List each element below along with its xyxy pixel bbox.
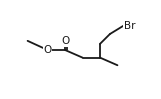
Text: O: O bbox=[43, 45, 52, 55]
Text: Br: Br bbox=[124, 21, 135, 31]
Text: O: O bbox=[61, 36, 69, 46]
